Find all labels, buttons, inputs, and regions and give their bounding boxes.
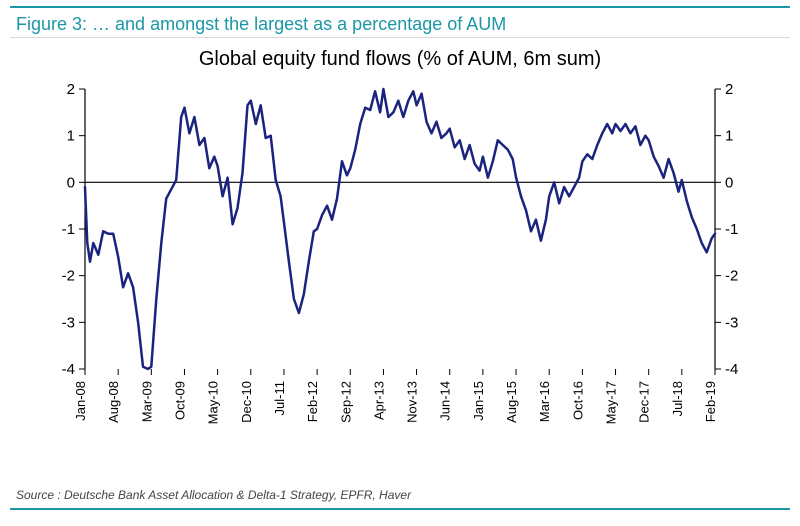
svg-text:Nov-13: Nov-13 [405,381,420,423]
svg-text:Oct-16: Oct-16 [570,381,585,420]
svg-text:Jul-11: Jul-11 [272,381,287,415]
svg-text:Feb-19: Feb-19 [703,381,718,422]
source-text: Source : Deutsche Bank Asset Allocation … [16,488,411,502]
chart-area: -4 -4 -3 -3 -2 -2 -1 -1 0 0 1 1 2 2 Jan-08 Aug-08 Mar-09… [30,79,770,429]
chart-title: Global equity fund flows (% of AUM, 6m s… [10,48,790,71]
svg-text:-2: -2 [62,268,75,285]
svg-text:Aug-08: Aug-08 [106,381,121,423]
svg-text:Jan-08: Jan-08 [73,381,88,421]
svg-text:0: 0 [67,174,75,191]
line-chart: -4 -4 -3 -3 -2 -2 -1 -1 0 0 1 1 2 2 Jan-08 Aug-08 Mar-09… [30,79,770,459]
svg-text:Jul-18: Jul-18 [670,381,685,416]
svg-text:2: 2 [725,81,733,98]
svg-text:Jun-14: Jun-14 [438,381,453,421]
svg-text:-1: -1 [725,221,738,238]
svg-text:Dec-17: Dec-17 [637,381,652,423]
svg-text:-3: -3 [62,314,75,331]
svg-text:Mar-09: Mar-09 [139,381,154,422]
svg-text:Jan-15: Jan-15 [471,381,486,421]
svg-text:Oct-09: Oct-09 [172,381,187,420]
svg-text:Dec-10: Dec-10 [239,381,254,423]
svg-text:1: 1 [725,128,733,145]
svg-text:-2: -2 [725,268,738,285]
svg-text:May-17: May-17 [604,381,619,424]
svg-text:Mar-16: Mar-16 [537,381,552,422]
svg-text:0: 0 [725,174,733,191]
svg-text:-1: -1 [62,221,75,238]
svg-text:Feb-12: Feb-12 [305,381,320,422]
svg-text:-4: -4 [725,361,738,378]
figure-label: Figure 3: … and amongst the largest as a… [10,8,790,38]
svg-text:Aug-15: Aug-15 [504,381,519,423]
svg-text:Apr-13: Apr-13 [371,381,386,420]
svg-text:-4: -4 [62,361,75,378]
svg-text:1: 1 [67,128,75,145]
svg-text:Sep-12: Sep-12 [338,381,353,423]
svg-text:May-10: May-10 [206,381,221,424]
svg-text:-3: -3 [725,314,738,331]
svg-text:2: 2 [67,81,75,98]
figure-frame: Figure 3: … and amongst the largest as a… [10,6,790,510]
